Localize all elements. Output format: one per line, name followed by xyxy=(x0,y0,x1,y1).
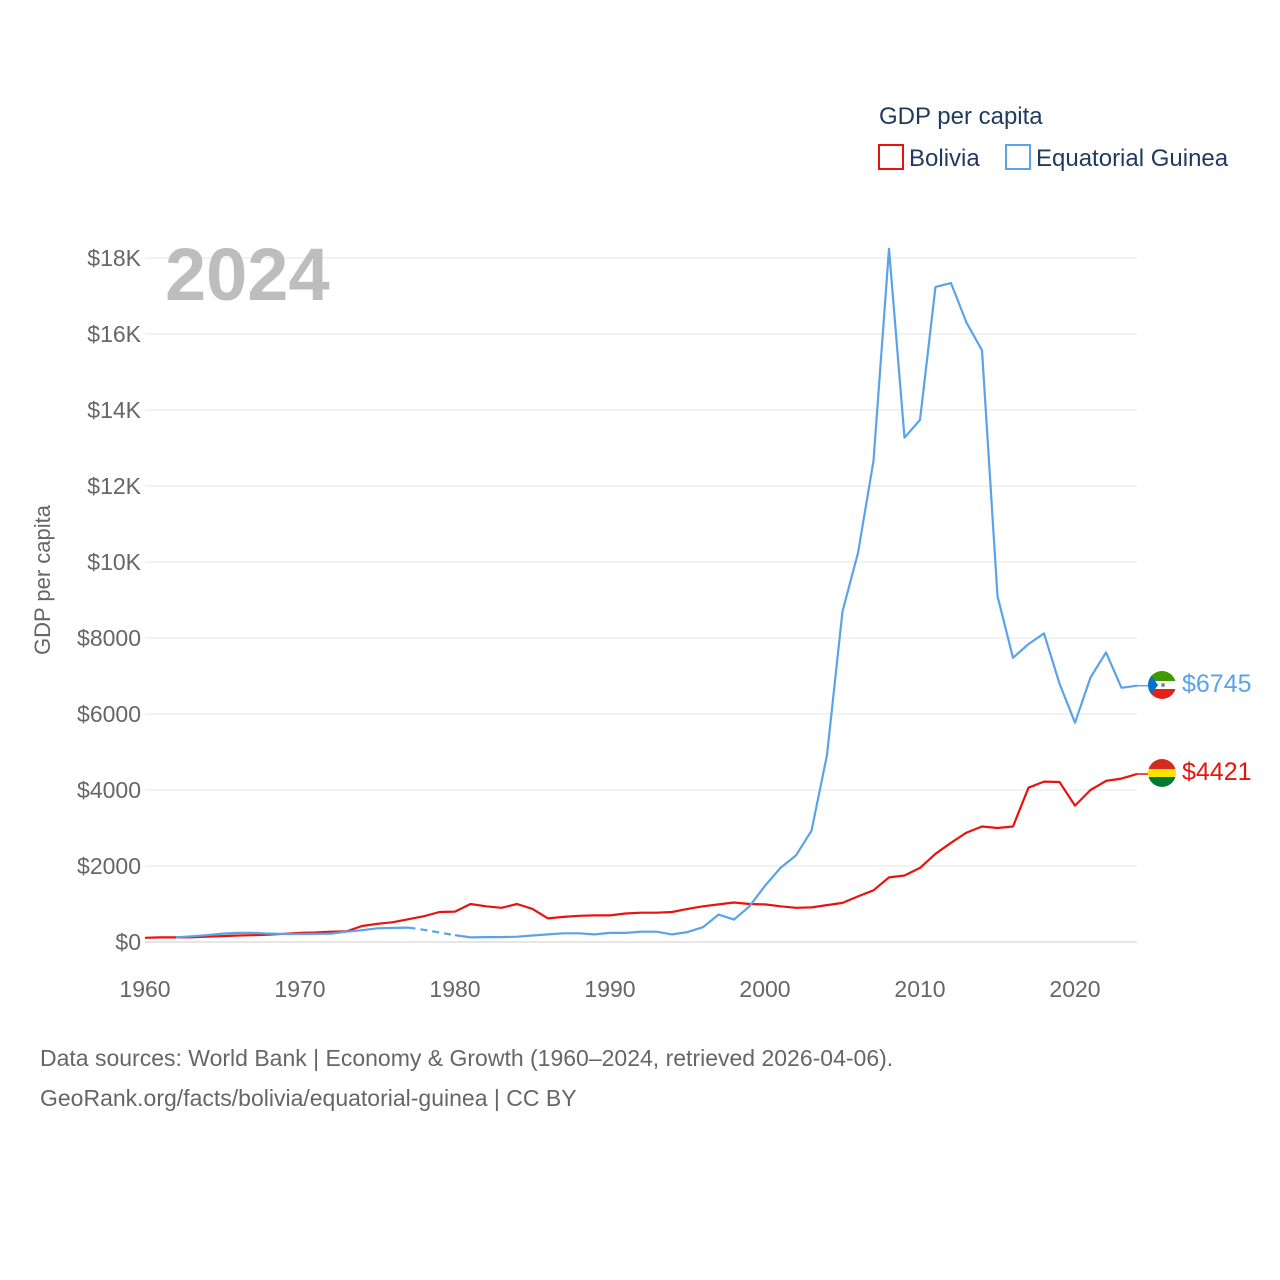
footer-sources: Data sources: World Bank | Economy & Gro… xyxy=(40,1045,894,1071)
y-axis-label: GDP per capita xyxy=(30,504,55,655)
legend: GDP per capita Bolivia Equatorial Guinea xyxy=(878,103,1229,172)
x-tick-label: 2010 xyxy=(894,976,945,1002)
y-tick-label: $10K xyxy=(87,549,141,575)
x-tick-label: 1980 xyxy=(429,976,480,1002)
legend-label-bolivia[interactable]: Bolivia xyxy=(909,145,980,172)
equatorial-guinea-flag-icon xyxy=(1148,671,1176,699)
legend-swatch-equatorial-guinea[interactable] xyxy=(1005,144,1031,170)
series-line-equatorial-guinea[interactable] xyxy=(408,926,456,937)
y-tick-label: $2000 xyxy=(77,853,141,879)
legend-label-equatorial-guinea[interactable]: Equatorial Guinea xyxy=(1036,145,1229,172)
y-tick-label: $16K xyxy=(87,321,141,347)
legend-swatch-bolivia[interactable] xyxy=(878,144,904,170)
y-tick-label: $8000 xyxy=(77,625,141,651)
y-tick-label: $0 xyxy=(115,929,141,955)
y-axis-ticks: $0 $2000 $4000 $6000 $8000 $10K $12K $14K $16K $1… xyxy=(77,245,142,955)
y-tick-label: $18K xyxy=(87,245,141,271)
series-lines xyxy=(144,247,1148,939)
bolivia-flag-icon xyxy=(1148,759,1176,787)
x-tick-label: 1960 xyxy=(119,976,170,1002)
series-line-bolivia[interactable] xyxy=(144,772,1138,939)
y-tick-label: $6000 xyxy=(77,701,141,727)
x-tick-label: 2000 xyxy=(739,976,790,1002)
y-tick-label: $4000 xyxy=(77,777,141,803)
y-tick-label: $14K xyxy=(87,397,141,423)
series-line-equatorial-guinea[interactable] xyxy=(175,926,409,939)
footer-link[interactable]: GeoRank.org/facts/bolivia/equatorial-gui… xyxy=(40,1085,577,1111)
x-tick-label: 2020 xyxy=(1049,976,1100,1002)
end-label-equatorial-guinea: $6745 xyxy=(1182,670,1252,698)
x-tick-label: 1990 xyxy=(584,976,635,1002)
series-line-equatorial-guinea[interactable] xyxy=(454,247,1138,939)
legend-title: GDP per capita xyxy=(879,103,1043,130)
grid-lines xyxy=(145,257,1137,943)
x-axis-ticks: 1960 1970 1980 1990 2000 2010 2020 xyxy=(119,976,1100,1002)
x-tick-label: 1970 xyxy=(274,976,325,1002)
year-watermark: 2024 xyxy=(165,233,330,316)
end-label-bolivia: $4421 xyxy=(1182,758,1252,786)
y-tick-label: $12K xyxy=(87,473,141,499)
